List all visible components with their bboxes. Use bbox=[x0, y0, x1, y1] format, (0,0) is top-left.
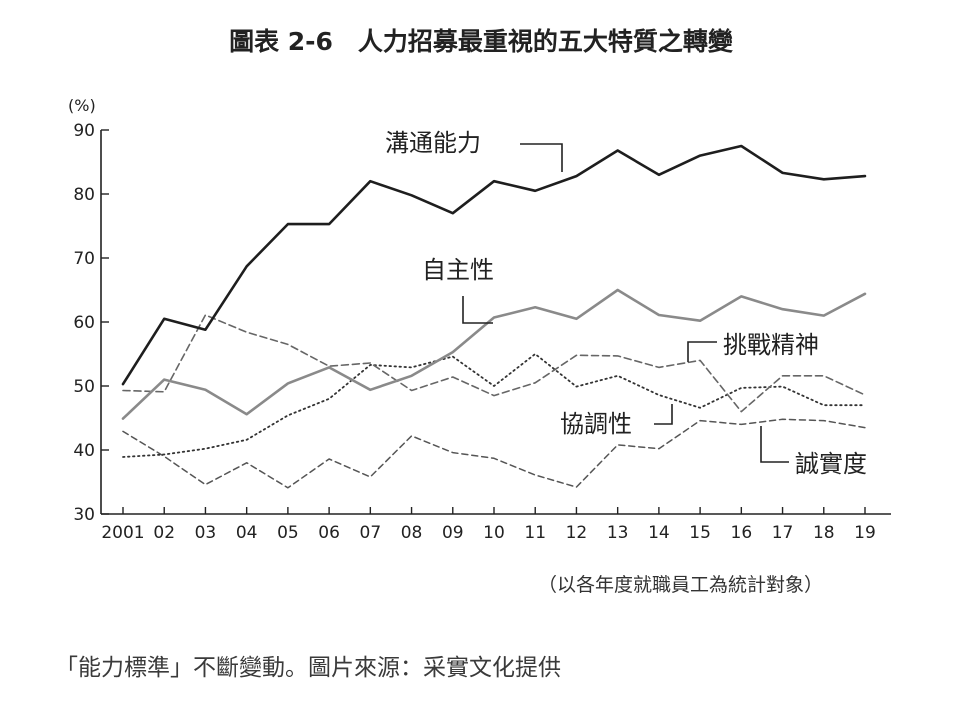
axes bbox=[100, 130, 891, 515]
x-axis-ticks: 2001 02 03 04 05 06 07 08 09 10 11 12 13 14 15 16 17 18 19 bbox=[101, 507, 876, 543]
x-tick-label: 17 bbox=[772, 523, 794, 543]
x-tick-label: 07 bbox=[360, 523, 382, 543]
x-tick-label: 02 bbox=[153, 523, 175, 543]
x-tick-label: 14 bbox=[648, 523, 670, 543]
series-label-communication: 溝通能力 bbox=[385, 129, 481, 157]
series-line-2 bbox=[122, 314, 866, 413]
y-tick-label: 80 bbox=[73, 185, 95, 205]
y-tick-label: 40 bbox=[73, 441, 95, 461]
chart-note: （以各年度就職員工為統計對象） bbox=[538, 574, 823, 596]
leader-autonomy bbox=[462, 296, 493, 324]
x-tick-label: 03 bbox=[195, 523, 217, 543]
x-tick-label: 15 bbox=[689, 523, 711, 543]
x-tick-label: 19 bbox=[854, 523, 876, 543]
x-tick-label: 13 bbox=[607, 523, 629, 543]
x-tick-label: 16 bbox=[731, 523, 753, 543]
y-axis-unit-label: (%) bbox=[68, 96, 96, 115]
series-label-challenge: 挑戰精神 bbox=[723, 331, 819, 359]
x-tick-label: 05 bbox=[277, 523, 299, 543]
y-tick-label: 30 bbox=[73, 505, 95, 525]
y-tick-label: 50 bbox=[73, 377, 95, 397]
x-tick-label: 10 bbox=[483, 523, 505, 543]
leader-cooperation bbox=[654, 404, 673, 425]
x-tick-label: 11 bbox=[524, 523, 546, 543]
x-tick-label: 2001 bbox=[101, 523, 144, 543]
y-tick-label: 90 bbox=[73, 121, 95, 141]
y-tick-label: 70 bbox=[73, 249, 95, 269]
chart-title: 圖表 2-6 人力招募最重視的五大特質之轉變 bbox=[229, 27, 734, 56]
x-tick-label: 04 bbox=[236, 523, 258, 543]
x-tick-label: 18 bbox=[813, 523, 835, 543]
series-label-autonomy: 自主性 bbox=[422, 256, 494, 284]
y-tick-label: 60 bbox=[73, 313, 95, 333]
leader-honesty bbox=[760, 426, 789, 463]
x-tick-label: 08 bbox=[401, 523, 423, 543]
y-axis-ticks: 30 40 50 60 70 80 90 bbox=[73, 121, 109, 525]
series-line-3 bbox=[122, 353, 866, 458]
leader-challenge bbox=[687, 341, 717, 362]
series-label-cooperation: 協調性 bbox=[560, 410, 632, 438]
x-tick-label: 09 bbox=[442, 523, 464, 543]
x-tick-label: 06 bbox=[318, 523, 340, 543]
image-caption: 「能力標準」不斷變動。圖片來源：采實文化提供 bbox=[55, 655, 561, 681]
series-line-4 bbox=[122, 418, 866, 489]
series-lines bbox=[121, 144, 867, 489]
label-leader-lines bbox=[462, 143, 789, 463]
leader-communication bbox=[520, 143, 563, 172]
series-line-1 bbox=[121, 288, 867, 420]
series-line-0 bbox=[121, 144, 867, 386]
series-label-honesty: 誠實度 bbox=[795, 450, 867, 478]
x-tick-label: 12 bbox=[566, 523, 588, 543]
